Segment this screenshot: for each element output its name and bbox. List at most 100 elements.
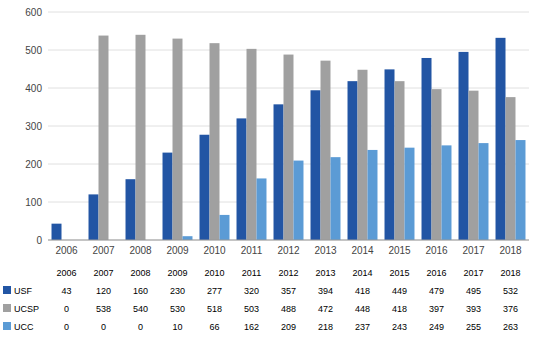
table-value: 418: [392, 304, 407, 314]
x-tick-label: 2010: [203, 245, 226, 256]
table-value: 0: [138, 322, 143, 332]
table-row-label: UCC: [14, 322, 34, 332]
table-header: 2006: [56, 268, 76, 278]
grid-line: [48, 50, 529, 51]
bar: [395, 81, 405, 240]
table-value: 472: [318, 304, 333, 314]
table-value: 160: [133, 286, 148, 296]
table-value: 503: [244, 304, 259, 314]
table-value: 0: [64, 304, 69, 314]
bar: [432, 89, 442, 240]
table-header: 2017: [463, 268, 483, 278]
table-row-label: UCSP: [14, 304, 39, 314]
bar: [385, 69, 395, 240]
table-value: 0: [64, 322, 69, 332]
table-value: 120: [96, 286, 111, 296]
table-value: 162: [244, 322, 259, 332]
table-value: 532: [503, 286, 518, 296]
x-tick-label: 2008: [129, 245, 152, 256]
bar: [163, 153, 173, 240]
table-swatch: [3, 304, 11, 312]
table-value: 479: [429, 286, 444, 296]
bar: [348, 81, 358, 240]
table-value: 538: [96, 304, 111, 314]
table-header: 2015: [389, 268, 409, 278]
table-header: 2016: [426, 268, 446, 278]
bar: [293, 161, 303, 240]
bar: [99, 36, 109, 240]
x-tick-label: 2016: [425, 245, 448, 256]
y-tick-label: 200: [25, 159, 42, 170]
table-row-label: USF: [14, 286, 33, 296]
bar: [422, 58, 432, 240]
table-value: 10: [172, 322, 182, 332]
table-value: 540: [133, 304, 148, 314]
table-header: 2012: [278, 268, 298, 278]
bar: [173, 39, 183, 240]
table-value: 448: [355, 304, 370, 314]
grid-line: [48, 12, 529, 13]
bar: [459, 52, 469, 240]
table-value: 488: [281, 304, 296, 314]
bar: [247, 49, 257, 240]
table-header: 2013: [315, 268, 335, 278]
table-swatch: [3, 322, 11, 330]
bar: [237, 118, 247, 240]
grid-line: [48, 240, 529, 241]
bar: [404, 148, 414, 240]
bar: [311, 90, 321, 240]
y-tick-label: 100: [25, 197, 42, 208]
x-tick-label: 2012: [277, 245, 300, 256]
x-tick-label: 2011: [241, 245, 263, 256]
bar: [210, 43, 220, 240]
table-value: 394: [318, 286, 333, 296]
table-value: 0: [101, 322, 106, 332]
table-value: 418: [355, 286, 370, 296]
bar: [274, 104, 284, 240]
bar: [496, 38, 506, 240]
table-value: 230: [170, 286, 185, 296]
x-axis-line: [48, 240, 529, 241]
bar: [367, 150, 377, 240]
x-tick-label: 2017: [462, 245, 485, 256]
bar: [478, 143, 488, 240]
table-value: 43: [61, 286, 71, 296]
x-tick-label: 2013: [314, 245, 337, 256]
x-tick-label: 2014: [351, 245, 374, 256]
chart: 0100200300400500600200620072008200920102…: [0, 0, 537, 344]
y-tick-label: 600: [25, 7, 42, 18]
bars: [52, 35, 526, 240]
table-value: 397: [429, 304, 444, 314]
table-swatch: [3, 286, 11, 294]
table-value: 263: [503, 322, 518, 332]
bar: [284, 55, 294, 240]
bar: [469, 91, 479, 240]
x-tick-label: 2007: [92, 245, 115, 256]
table-header: 2009: [167, 268, 187, 278]
x-tick-label: 2009: [166, 245, 189, 256]
table-value: 393: [466, 304, 481, 314]
table-value: 66: [209, 322, 219, 332]
table-value: 249: [429, 322, 444, 332]
y-tick-label: 300: [25, 121, 42, 132]
table-header: 2007: [93, 268, 113, 278]
table-value: 518: [207, 304, 222, 314]
table-value: 237: [355, 322, 370, 332]
bar: [441, 145, 451, 240]
bar: [321, 61, 331, 240]
bar: [89, 194, 99, 240]
x-tick-label: 2015: [388, 245, 411, 256]
y-grid: [48, 12, 529, 240]
y-tick-label: 400: [25, 83, 42, 94]
bar: [126, 179, 136, 240]
y-tick-label: 0: [36, 235, 42, 246]
table-value: 320: [244, 286, 259, 296]
table-value: 495: [466, 286, 481, 296]
bar: [358, 70, 368, 240]
bar: [330, 157, 340, 240]
table-header: 2010: [204, 268, 224, 278]
table-value: 243: [392, 322, 407, 332]
table-value: 209: [281, 322, 296, 332]
bar: [136, 35, 146, 240]
bar: [200, 135, 210, 240]
